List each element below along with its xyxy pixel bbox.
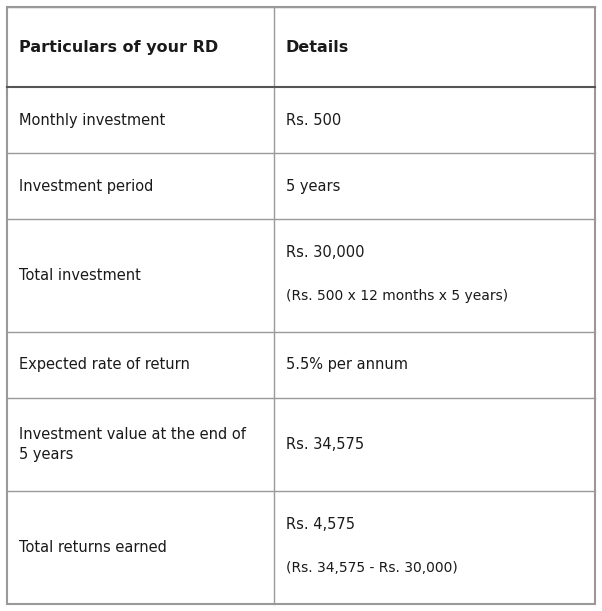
Text: Details: Details (286, 40, 349, 55)
Text: (Rs. 34,575 - Rs. 30,000): (Rs. 34,575 - Rs. 30,000) (286, 560, 458, 574)
Text: 5 years: 5 years (286, 178, 340, 194)
Text: Investment period: Investment period (19, 178, 154, 194)
Text: Investment value at the end of
5 years: Investment value at the end of 5 years (19, 427, 246, 462)
Text: Particulars of your RD: Particulars of your RD (19, 40, 219, 55)
Text: (Rs. 500 x 12 months x 5 years): (Rs. 500 x 12 months x 5 years) (286, 289, 508, 303)
Text: Monthly investment: Monthly investment (19, 113, 166, 128)
Text: 5.5% per annum: 5.5% per annum (286, 357, 408, 372)
Text: Rs. 4,575: Rs. 4,575 (286, 517, 355, 532)
Text: Rs. 500: Rs. 500 (286, 113, 341, 128)
Text: Expected rate of return: Expected rate of return (19, 357, 190, 372)
Text: Total investment: Total investment (19, 268, 141, 283)
Text: Total returns earned: Total returns earned (19, 540, 167, 555)
Text: Rs. 30,000: Rs. 30,000 (286, 246, 364, 260)
Text: Rs. 34,575: Rs. 34,575 (286, 437, 364, 452)
